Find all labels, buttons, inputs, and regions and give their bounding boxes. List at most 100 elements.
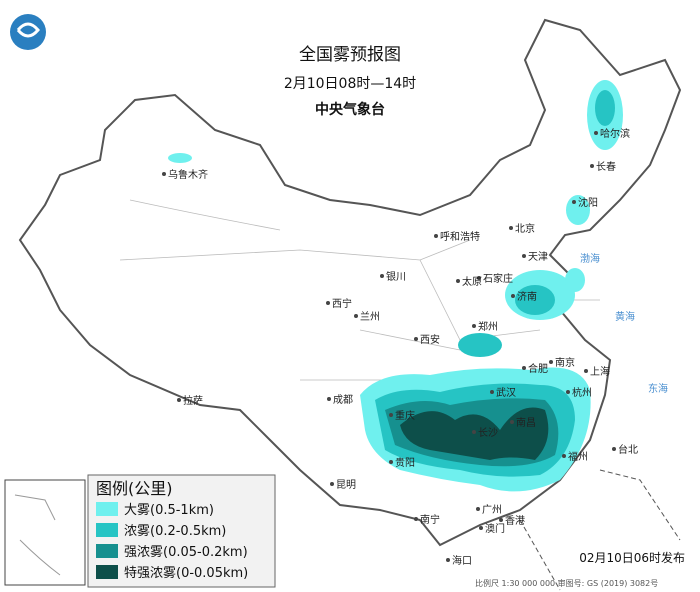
city-label: 乌鲁木齐 bbox=[168, 168, 208, 181]
legend-label: 特强浓雾(0-0.05km) bbox=[124, 566, 248, 581]
fog-area bbox=[458, 333, 502, 357]
city-label: 南宁 bbox=[420, 513, 440, 526]
city-dot bbox=[499, 518, 503, 522]
city-dot bbox=[414, 337, 418, 341]
legend-label: 浓雾(0.2-0.5km) bbox=[124, 524, 226, 539]
city-label: 哈尔滨 bbox=[600, 127, 630, 140]
city-dot bbox=[389, 460, 393, 464]
city-label: 郑州 bbox=[478, 320, 498, 333]
fog-area bbox=[566, 195, 590, 225]
city-label: 南昌 bbox=[516, 416, 536, 429]
publish-time: 02月10日06时发布 bbox=[579, 550, 685, 565]
city-label: 拉萨 bbox=[183, 394, 203, 407]
city-dot bbox=[414, 517, 418, 521]
city-label: 沈阳 bbox=[578, 196, 598, 209]
fog-area bbox=[515, 285, 555, 315]
city-label: 合肥 bbox=[528, 362, 548, 375]
sea-label: 渤海 bbox=[580, 252, 600, 265]
legend-swatch bbox=[96, 544, 118, 558]
fog-area bbox=[595, 90, 615, 126]
fog-area bbox=[168, 153, 192, 163]
legend-swatch bbox=[96, 523, 118, 537]
city-label: 杭州 bbox=[572, 386, 592, 399]
city-label: 石家庄 bbox=[483, 272, 513, 285]
city-label: 呼和浩特 bbox=[440, 231, 480, 243]
city-label: 西宁 bbox=[332, 297, 352, 310]
legend-label: 强浓雾(0.05-0.2km) bbox=[124, 545, 248, 560]
city-label: 重庆 bbox=[395, 409, 415, 422]
city-dot bbox=[326, 301, 330, 305]
city-dot bbox=[327, 397, 331, 401]
fog-area bbox=[565, 268, 585, 292]
city-label: 武汉 bbox=[496, 386, 516, 399]
logo bbox=[10, 14, 46, 50]
city-dot bbox=[472, 324, 476, 328]
city-dot bbox=[590, 164, 594, 168]
city-label: 西安 bbox=[420, 333, 440, 346]
city-labels: 乌鲁木齐拉萨西宁兰州银川呼和浩特北京天津石家庄太原济南郑州西安成都重庆武汉合肥南… bbox=[35, 127, 668, 567]
city-dot bbox=[472, 430, 476, 434]
sea-label: 东海 bbox=[648, 382, 668, 395]
city-label: 长春 bbox=[596, 161, 616, 173]
city-dot bbox=[584, 369, 588, 373]
inset-box bbox=[4, 479, 86, 586]
city-dot bbox=[177, 398, 181, 402]
city-dot bbox=[456, 279, 460, 283]
legend-swatch bbox=[96, 565, 118, 579]
city-label: 济南 bbox=[517, 290, 537, 303]
subtitle: 2月10日08时—14时 bbox=[284, 76, 416, 92]
city-dot bbox=[434, 234, 438, 238]
city-dot bbox=[476, 507, 480, 511]
city-dot bbox=[477, 276, 481, 280]
city-label: 福州 bbox=[568, 450, 588, 463]
footer: 比例尺 1:30 000 000 审图号: GS (2019) 3082号 bbox=[475, 578, 658, 588]
city-label: 贵阳 bbox=[395, 456, 415, 469]
city-label: 香港 bbox=[505, 515, 525, 527]
city-dot bbox=[511, 294, 515, 298]
city-dot bbox=[162, 172, 166, 176]
city-dot bbox=[612, 447, 616, 451]
legend-title: 图例(公里) bbox=[96, 479, 173, 498]
legend-label: 大雾(0.5-1km) bbox=[124, 503, 214, 518]
city-dot bbox=[572, 200, 576, 204]
city-label: 上海 bbox=[590, 365, 610, 378]
city-label: 天津 bbox=[528, 251, 548, 263]
city-label: 昆明 bbox=[336, 479, 356, 491]
sea-borders bbox=[519, 469, 681, 591]
city-label: 兰州 bbox=[360, 310, 380, 323]
city-dot bbox=[510, 420, 514, 424]
legend-swatch bbox=[96, 502, 118, 516]
inset-map bbox=[14, 494, 61, 576]
city-dot bbox=[509, 226, 513, 230]
city-label: 海口 bbox=[452, 554, 472, 567]
city-dot bbox=[389, 413, 393, 417]
legend-items: 大雾(0.5-1km) 浓雾(0.2-0.5km) 强浓雾(0.05-0.2km) 特… bbox=[96, 502, 248, 581]
logo-mark bbox=[16, 22, 40, 38]
city-dot bbox=[490, 390, 494, 394]
title: 全国雾预报图 bbox=[299, 45, 401, 65]
city-dot bbox=[566, 390, 570, 394]
city-dot bbox=[479, 526, 483, 530]
city-dot bbox=[380, 274, 384, 278]
city-dot bbox=[522, 254, 526, 258]
city-label: 太原 bbox=[462, 275, 482, 288]
city-label: 澳门 bbox=[485, 522, 505, 535]
city-label: 北京 bbox=[515, 222, 535, 235]
city-dot bbox=[446, 558, 450, 562]
city-label: 长沙 bbox=[478, 427, 498, 439]
city-dot bbox=[354, 314, 358, 318]
city-dot bbox=[562, 454, 566, 458]
city-dot bbox=[522, 366, 526, 370]
city-label: 台北 bbox=[618, 443, 638, 456]
city-label: 南京 bbox=[555, 356, 575, 369]
legend-box bbox=[87, 474, 276, 588]
city-dot bbox=[330, 482, 334, 486]
city-label: 广州 bbox=[482, 504, 502, 516]
city-label: 成都 bbox=[333, 394, 353, 406]
city-dot bbox=[594, 131, 598, 135]
city-label: 银川 bbox=[386, 270, 406, 283]
city-dot bbox=[549, 360, 553, 364]
sea-label: 黄海 bbox=[615, 310, 635, 323]
issuer: 中央气象台 bbox=[315, 101, 385, 118]
